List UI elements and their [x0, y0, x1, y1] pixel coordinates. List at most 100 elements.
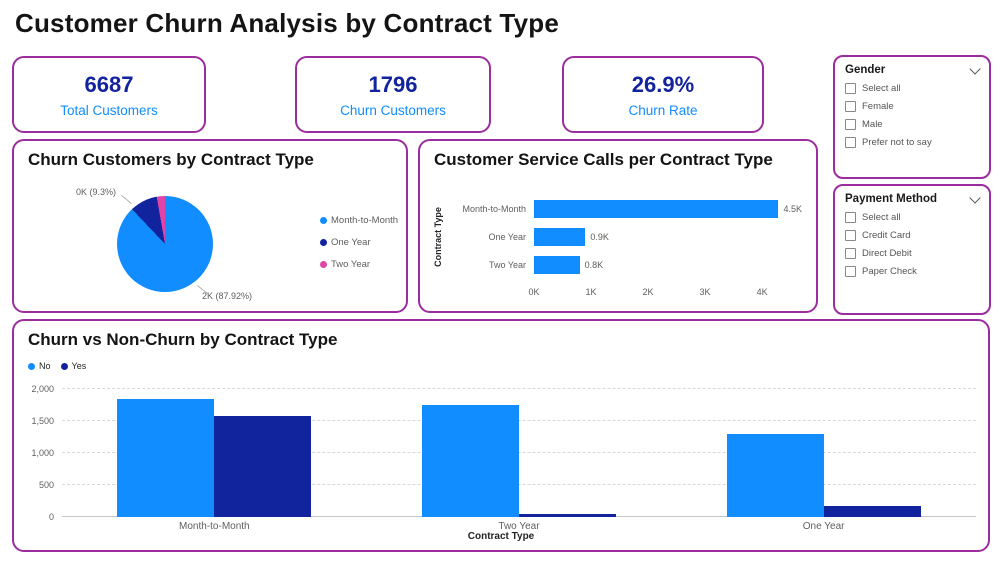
chevron-down-icon[interactable]	[969, 191, 981, 204]
kpi-value: 6687	[84, 71, 134, 97]
y-axis-tick-label: 1,000	[31, 448, 54, 458]
legend-label: Month-to-Month	[331, 215, 399, 226]
legend-label: No	[39, 361, 51, 371]
y-axis-tick-label: 2,000	[31, 384, 54, 394]
chart-title: Churn Customers by Contract Type	[28, 150, 314, 169]
legend-dot-icon	[60, 362, 68, 370]
pie-leader-line	[121, 194, 132, 205]
hbar-chart-panel: Customer Service Calls per Contract Type…	[418, 139, 818, 313]
filter-option-select-all[interactable]: Select all	[845, 83, 979, 94]
filter-payment-method: Payment Method Select all Credit Card Di…	[833, 184, 991, 315]
column-group: Two Year	[421, 389, 616, 532]
checkbox-icon[interactable]	[845, 83, 856, 94]
x-axis-tick-label: 0K	[528, 287, 540, 297]
page-title: Customer Churn Analysis by Contract Type	[15, 8, 559, 38]
x-axis-tick-label: 4K	[756, 287, 768, 297]
gridline	[62, 420, 976, 421]
legend-dot-icon	[28, 362, 35, 370]
filter-option-prefer-not-to-say[interactable]: Prefer not to say	[845, 137, 979, 148]
column-bar[interactable]	[117, 398, 215, 517]
filter-option-male[interactable]: Male	[845, 119, 979, 130]
checkbox-icon[interactable]	[845, 248, 856, 259]
column-bar[interactable]	[726, 433, 824, 517]
legend-item[interactable]: Yes	[60, 361, 87, 371]
filter-title: Payment Method	[845, 193, 938, 205]
pie-legend: Month-to-Month One Year Two Year	[320, 215, 398, 270]
column-bar[interactable]	[518, 513, 616, 517]
checkbox-icon[interactable]	[845, 230, 856, 241]
filter-option-credit-card[interactable]: Credit Card	[845, 230, 979, 241]
pie-chart[interactable]	[117, 196, 213, 292]
chart-title: Churn vs Non-Churn by Contract Type	[28, 330, 338, 349]
gridline	[62, 484, 976, 485]
hbar-value-label: 0.9K	[590, 232, 609, 242]
hbar-row: Month-to-Month 4.5K	[448, 195, 802, 223]
hbar-track: 0.8K	[534, 256, 802, 274]
column-group: One Year	[726, 389, 921, 532]
kpi-label: Churn Rate	[628, 102, 698, 118]
chevron-down-icon[interactable]	[969, 62, 981, 75]
hbar-category-label: Two Year	[488, 260, 526, 270]
legend-dot-icon	[320, 239, 327, 246]
pie-legend-item[interactable]: Two Year	[320, 259, 398, 270]
legend-label: Yes	[71, 361, 87, 371]
checkbox-icon[interactable]	[845, 101, 856, 112]
filter-option-select-all[interactable]: Select all	[845, 212, 979, 223]
filter-option-label: Female	[862, 101, 894, 112]
checkbox-icon[interactable]	[845, 266, 856, 277]
legend-dot-icon	[320, 261, 327, 268]
hbar-value-label: 0.8K	[584, 260, 604, 270]
checkbox-icon[interactable]	[845, 137, 856, 148]
legend-label: Two Year	[331, 259, 371, 270]
hbar-row: One Year 0.9K	[448, 223, 802, 251]
filter-options: Select all Credit Card Direct Debit Pape…	[845, 212, 979, 277]
hbar-rows: Month-to-Month 4.5K One Year 0.9K Two Year 0.…	[448, 195, 802, 279]
y-axis-tick-label: 1,500	[31, 416, 54, 426]
kpi-value: 1796	[368, 71, 418, 97]
checkbox-icon[interactable]	[845, 212, 856, 223]
x-axis-tick-label: 1K	[585, 287, 597, 297]
hbar-bar[interactable]	[534, 200, 779, 218]
filter-header: Payment Method	[845, 191, 981, 205]
column-plot: Month-to-Month Two Year One Year 0 500 1,000…	[31, 384, 976, 532]
kpi-value: 26.9%	[631, 71, 695, 97]
filter-option-paper-check[interactable]: Paper Check	[845, 266, 979, 277]
x-axis-category-label: Month-to-Month	[179, 521, 250, 532]
filter-option-label: Credit Card	[862, 230, 911, 241]
x-axis-tick-label: 2K	[642, 287, 654, 297]
hbar-value-label: 4.5K	[783, 204, 802, 214]
x-axis-tick-label: 3K	[699, 287, 711, 297]
column-bar[interactable]	[421, 405, 519, 517]
filter-options: Select all Female Male Prefer not to say	[845, 83, 979, 148]
checkbox-icon[interactable]	[845, 119, 856, 130]
y-axis-tick-label: 500	[38, 480, 54, 490]
hbar-bar[interactable]	[534, 228, 586, 246]
legend-item[interactable]: No	[28, 361, 51, 371]
chart-title: Customer Service Calls per Contract Type	[434, 150, 773, 169]
pie-legend-item[interactable]: Month-to-Month	[320, 215, 398, 226]
column-bar[interactable]	[214, 415, 312, 517]
hbar-track: 0.9K	[534, 228, 802, 246]
gridline	[62, 452, 976, 453]
pie-data-label: 0K (9.3%)	[76, 187, 117, 197]
x-axis-category-label: Two Year	[498, 521, 540, 532]
hbar-category-label: Month-to-Month	[462, 204, 526, 214]
column-legend: No Yes	[28, 361, 86, 371]
y-axis-tick-label: 0	[48, 512, 54, 522]
filter-option-label: Direct Debit	[862, 248, 912, 259]
gridline	[62, 388, 976, 389]
pie-legend-item[interactable]: One Year	[320, 237, 398, 248]
filter-option-label: Male	[862, 119, 883, 130]
x-axis-category-label: One Year	[802, 521, 845, 532]
hbar-axis: 0K 1K 2K 3K 4K	[528, 287, 802, 301]
filter-option-label: Select all	[862, 83, 901, 94]
filter-option-direct-debit[interactable]: Direct Debit	[845, 248, 979, 259]
column-bar[interactable]	[823, 506, 921, 517]
filter-title: Gender	[845, 64, 886, 76]
hbar-bar[interactable]	[534, 256, 580, 274]
filter-option-label: Paper Check	[862, 266, 917, 277]
filter-option-female[interactable]: Female	[845, 101, 979, 112]
filter-option-label: Select all	[862, 212, 901, 223]
hbar-category-label: One Year	[488, 232, 526, 242]
